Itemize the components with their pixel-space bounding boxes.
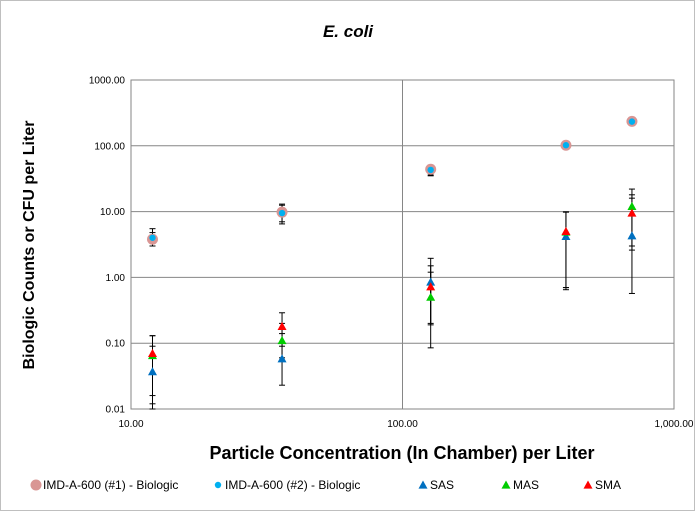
data-markers — [146, 115, 638, 376]
data-point-series-2 — [147, 367, 157, 376]
data-point-series-2 — [277, 354, 287, 363]
data-point-series-2 — [561, 231, 571, 240]
data-point-series-4 — [561, 226, 571, 236]
legend-marker — [214, 481, 222, 489]
legend-marker — [501, 480, 511, 489]
legend-label: SMA — [595, 478, 621, 492]
data-point-series-2 — [627, 231, 637, 240]
legend-marker — [583, 480, 593, 489]
data-point-series-3 — [426, 292, 436, 301]
legend-marker — [30, 479, 42, 491]
data-point-series-1 — [149, 234, 156, 241]
data-point-series-4 — [627, 208, 637, 217]
data-point-series-4 — [277, 321, 287, 331]
y-tick-label: 10.00 — [100, 207, 125, 218]
legend-marker — [418, 480, 428, 489]
legend-label: SAS — [430, 478, 454, 492]
data-point-series-1 — [278, 209, 286, 217]
plot-area-border — [130, 79, 675, 410]
x-axis-label: Particle Concentration (In Chamber) per … — [209, 443, 594, 463]
x-tick-label: 1,000.00 — [655, 419, 694, 430]
data-point-series-1 — [628, 118, 636, 125]
data-point-series-3 — [627, 201, 637, 210]
y-tick-label: 0.01 — [106, 405, 126, 416]
axis-ticks: 0.01 0.10 1.00 10.00 100.00 1000.00 10.00 100.0… — [89, 76, 694, 431]
legend-label: IMD-A-600 (#1) - Biologic — [43, 478, 178, 492]
grid — [130, 79, 675, 410]
y-tick-label: 100.00 — [94, 141, 125, 152]
data-point-series-4 — [147, 348, 157, 357]
y-tick-label: 0.10 — [106, 339, 126, 350]
y-tick-label: 1000.00 — [89, 76, 126, 87]
data-point-series-2 — [426, 277, 436, 286]
legend-label: MAS — [513, 478, 539, 492]
data-point-series-1 — [427, 166, 434, 174]
y-axis-label: Biologic Counts or CFU per Liter — [21, 121, 38, 370]
x-tick-label: 10.00 — [118, 419, 143, 430]
legend-label: IMD-A-600 (#2) - Biologic — [225, 478, 360, 492]
legend: IMD-A-600 (#1) - Biologic IMD-A-600 (#2) … — [30, 478, 621, 492]
x-tick-label: 100.00 — [387, 419, 418, 430]
data-point-series-4 — [426, 282, 436, 291]
data-point-series-1 — [562, 142, 570, 149]
data-point-series-3 — [277, 335, 287, 345]
error-bars — [149, 119, 635, 410]
y-tick-label: 1.00 — [106, 273, 126, 284]
chart-title: E. coli — [323, 22, 374, 41]
